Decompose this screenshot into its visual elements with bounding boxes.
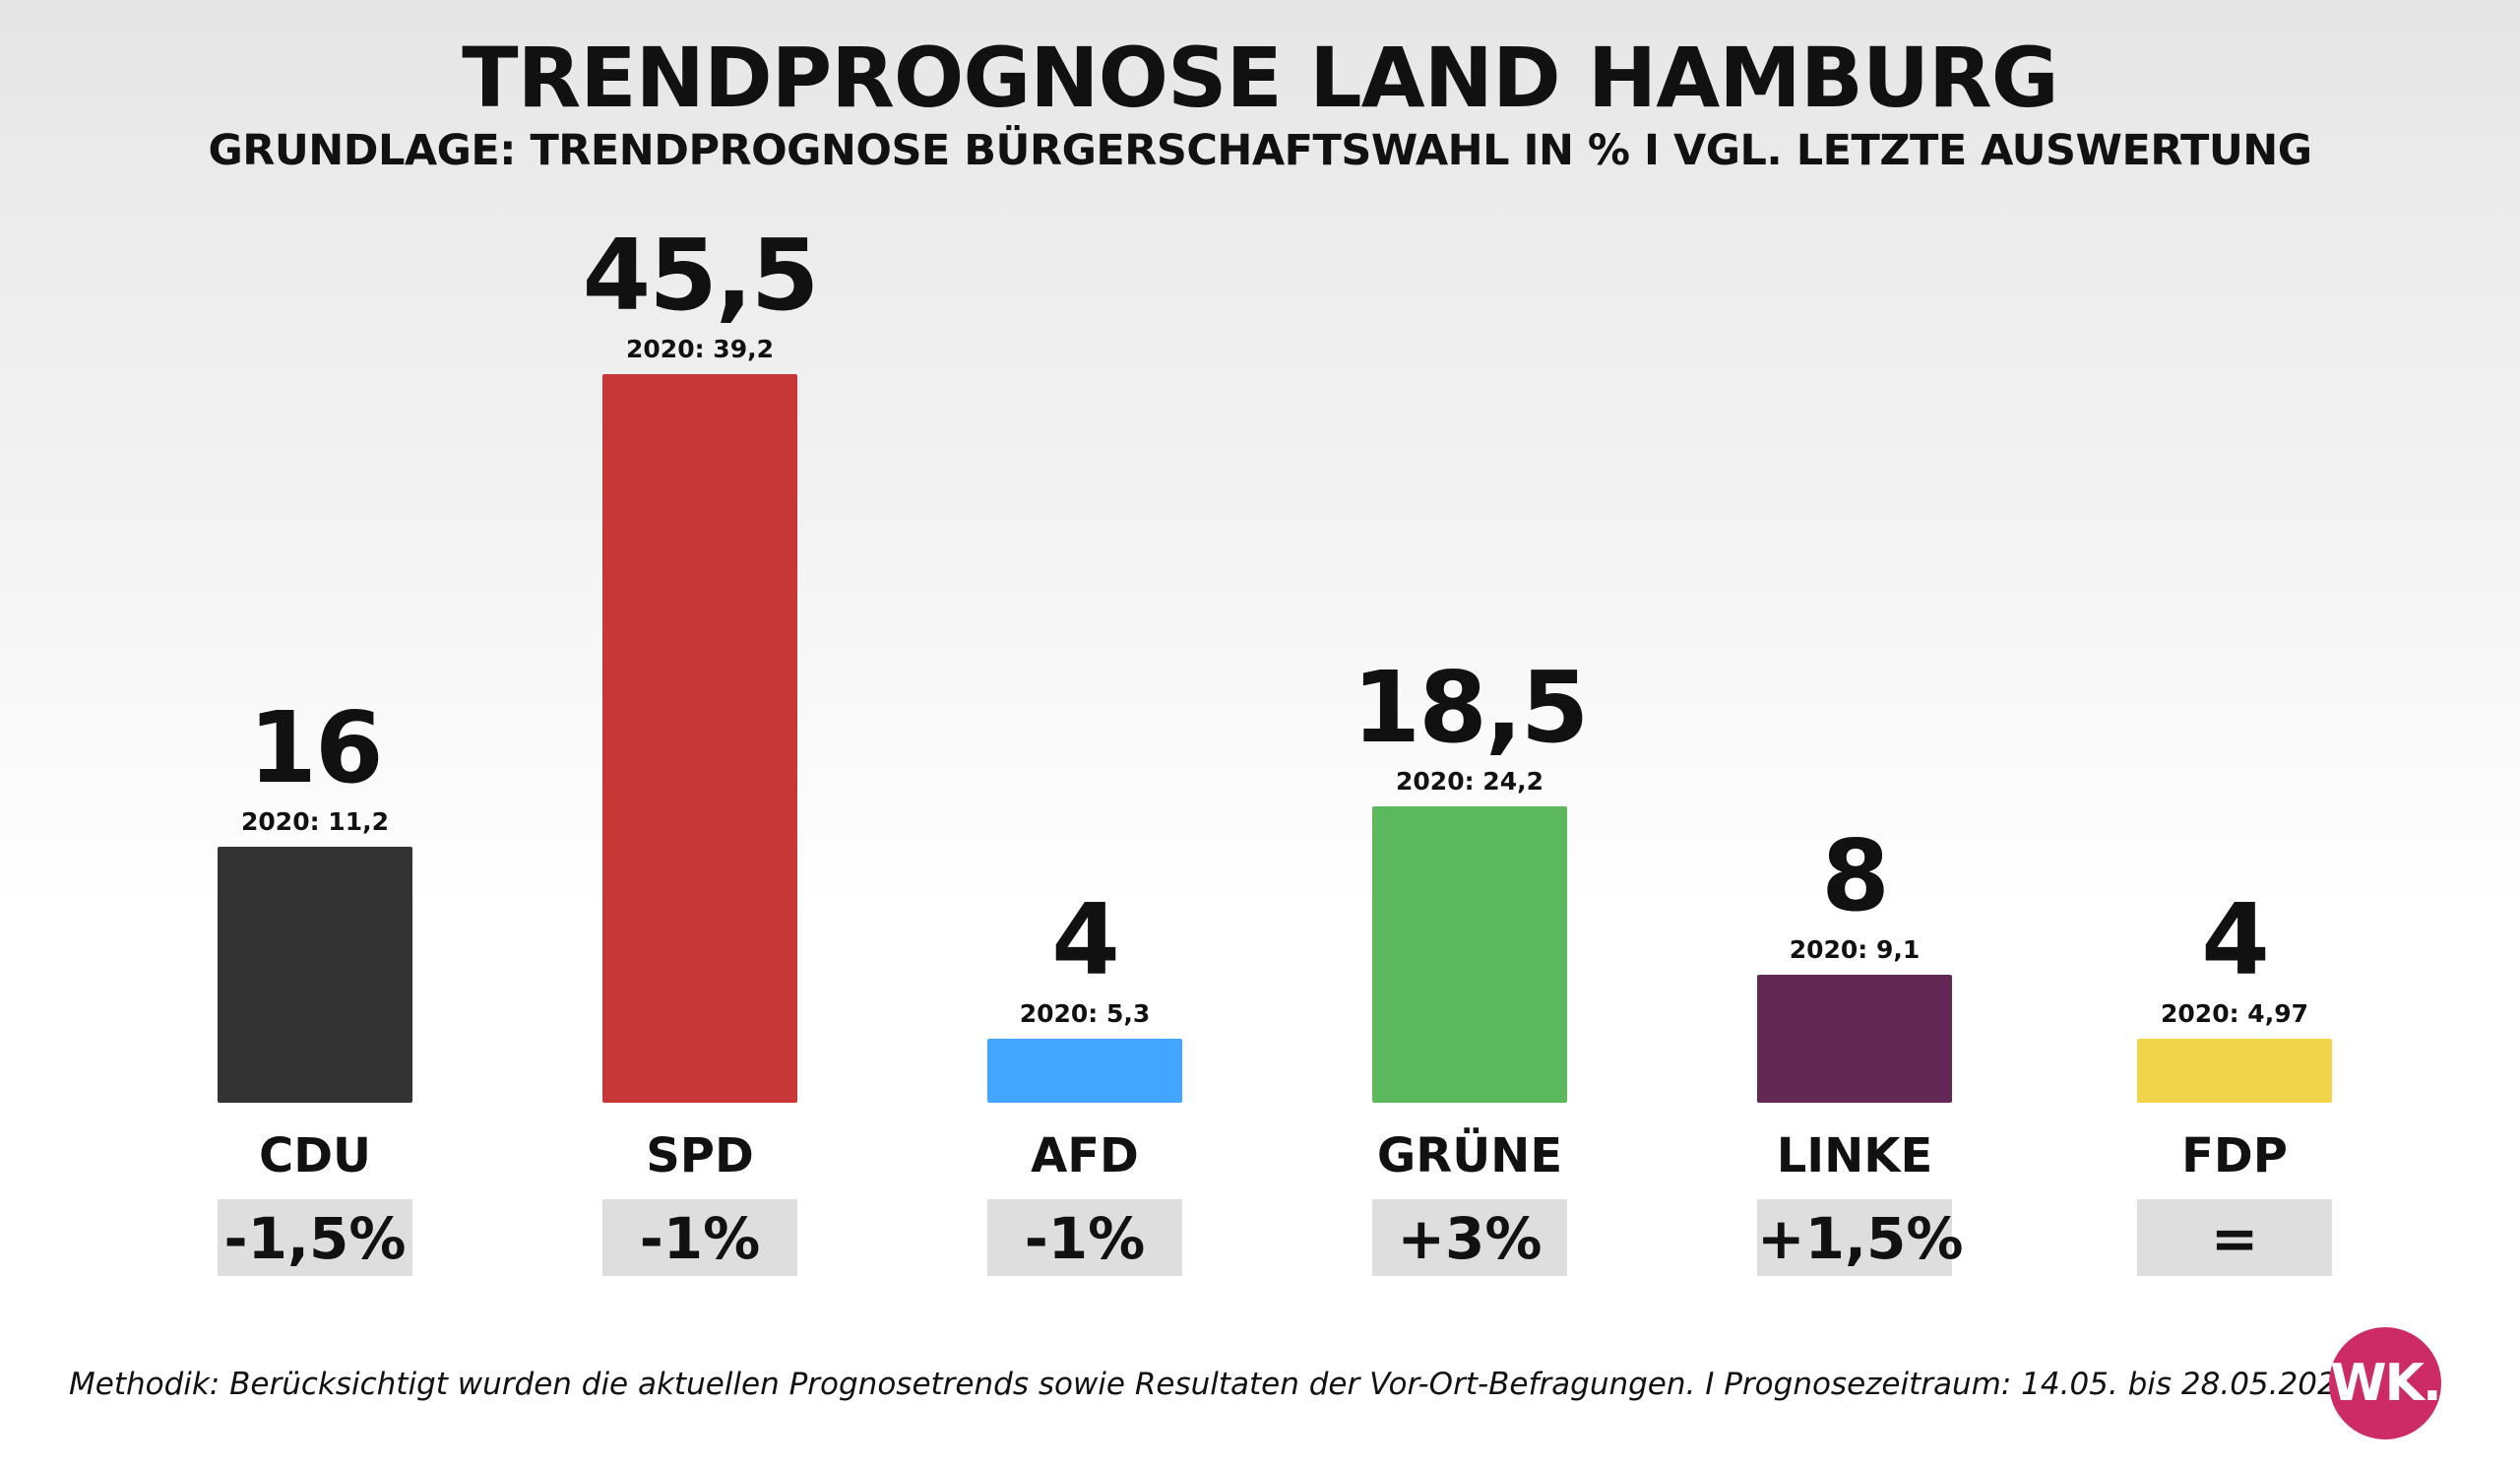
bar-cdu [218, 847, 412, 1103]
wk-logo: WK. [2329, 1327, 2442, 1439]
category-label: LINKE [1776, 1128, 1933, 1183]
category-label: FDP [2181, 1128, 2288, 1183]
previous-value-label: 2020: 4,97 [2161, 999, 2308, 1028]
bar-linke [1757, 975, 1952, 1103]
bar-spd [602, 374, 797, 1103]
methodology-note: Methodik: Berücksichtigt wurden die aktu… [69, 1367, 2357, 1402]
bar-afd [987, 1039, 1182, 1103]
value-label: 18,5 [1352, 650, 1590, 765]
previous-value-label: 2020: 5,3 [1019, 999, 1151, 1028]
change-badge: -1% [602, 1199, 797, 1276]
previous-value-label: 2020: 24,2 [1396, 767, 1544, 796]
previous-value-label: 2020: 11,2 [241, 807, 389, 836]
chart-title: TRENDPROGNOSE LAND HAMBURG [462, 30, 2058, 126]
change-badge: +1,5% [1757, 1199, 1963, 1276]
chart-subtitle: GRUNDLAGE: TRENDPROGNOSE BÜRGERSCHAFTSWA… [208, 126, 2312, 175]
value-label: 4 [1051, 882, 1120, 997]
value-label: 45,5 [582, 218, 820, 333]
category-label: CDU [258, 1128, 372, 1183]
category-label: SPD [646, 1128, 754, 1183]
bar-grüne [1372, 806, 1567, 1103]
category-label: GRÜNE [1376, 1128, 1563, 1183]
previous-value-label: 2020: 39,2 [626, 335, 774, 363]
change-badge: = [2137, 1199, 2332, 1276]
change-badge: -1,5% [218, 1199, 412, 1276]
bar-fdp [2137, 1039, 2332, 1103]
value-label: 8 [1821, 818, 1890, 933]
value-label: 16 [248, 690, 383, 805]
previous-value-label: 2020: 9,1 [1789, 935, 1921, 964]
category-label: AFD [1031, 1128, 1139, 1183]
value-label: 4 [2201, 882, 2270, 997]
change-badge: +3% [1372, 1199, 1567, 1276]
change-badge: -1% [987, 1199, 1182, 1276]
